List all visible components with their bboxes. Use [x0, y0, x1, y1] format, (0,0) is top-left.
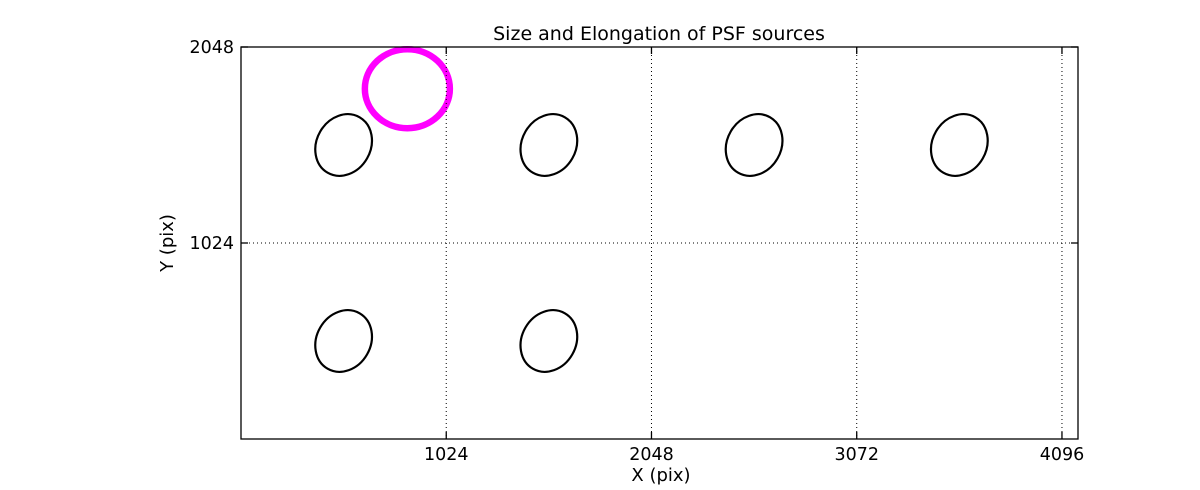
psf-ellipses	[314, 45, 989, 373]
x-tick-label: 1024	[424, 445, 469, 465]
x-tick-label: 3072	[834, 445, 879, 465]
psf-ellipse	[314, 309, 374, 373]
psf-ellipse	[314, 113, 374, 177]
psf-ellipse	[929, 113, 989, 177]
x-tick-label: 4096	[1040, 445, 1085, 465]
psf-ellipse	[724, 113, 784, 177]
y-tick-label: 2048	[189, 38, 234, 58]
psf-ellipse	[519, 309, 579, 373]
tick-labels: 1024 2048 3072 4096 1024 2048	[189, 38, 1084, 465]
axis-ticks	[241, 46, 1078, 439]
y-tick-label: 1024	[189, 234, 234, 254]
highlight-ellipse	[361, 45, 454, 132]
y-axis-label: Y (pix)	[157, 214, 178, 273]
chart-title: Size and Elongation of PSF sources	[493, 23, 825, 45]
psf-ellipse	[519, 113, 579, 177]
gridlines	[241, 46, 1078, 439]
x-tick-label: 2048	[629, 445, 674, 465]
x-axis-label: X (pix)	[631, 465, 690, 486]
